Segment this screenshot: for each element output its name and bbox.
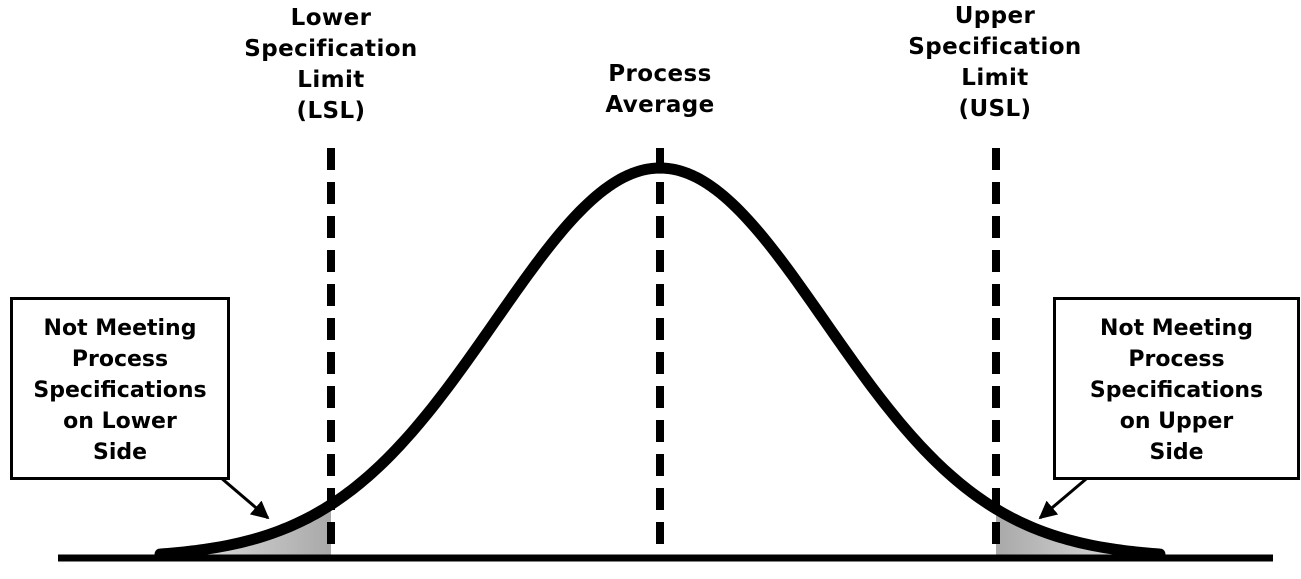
lsl-label-line: (LSL) [296,98,366,124]
lower-side-callout-box: Not Meeting Process Specifications on Lo… [10,297,230,480]
upper-side-callout-box: Not Meeting Process Specifications on Up… [1053,297,1300,480]
lower-tail-shaded-area [160,504,331,558]
lsl-label-line: Lower [290,5,372,31]
process-average-label-line: Average [605,92,715,118]
upper-callout-line: on Upper [1119,409,1234,434]
process-average-label: Process Average [560,59,760,121]
lsl-label-line: Specification [244,36,418,62]
usl-label: Upper Specification Limit (USL) [888,1,1102,125]
usl-label-line: (USL) [958,96,1032,122]
upper-callout-line: Side [1149,440,1204,465]
lower-callout-line: Specifications [33,378,207,403]
lsl-label-line: Limit [297,67,365,93]
upper-callout-line: Process [1128,347,1225,372]
upper-callout-line: Specifications [1089,378,1264,403]
lower-callout-line: Process [71,347,169,372]
lsl-label: Lower Specification Limit (LSL) [226,3,436,127]
lower-callout-line: Not Meeting [43,316,197,341]
upper-callout-line: Not Meeting [1100,316,1253,341]
lower-callout-line: on Lower [63,409,177,434]
usl-label-line: Limit [961,65,1029,91]
bell-curve [154,162,1166,560]
lower-callout-line: Side [92,440,148,465]
usl-label-line: Upper [954,3,1036,29]
usl-label-line: Specification [908,34,1082,60]
process-average-label-line: Process [608,61,712,87]
upper-tail-shaded-area [996,508,1160,558]
